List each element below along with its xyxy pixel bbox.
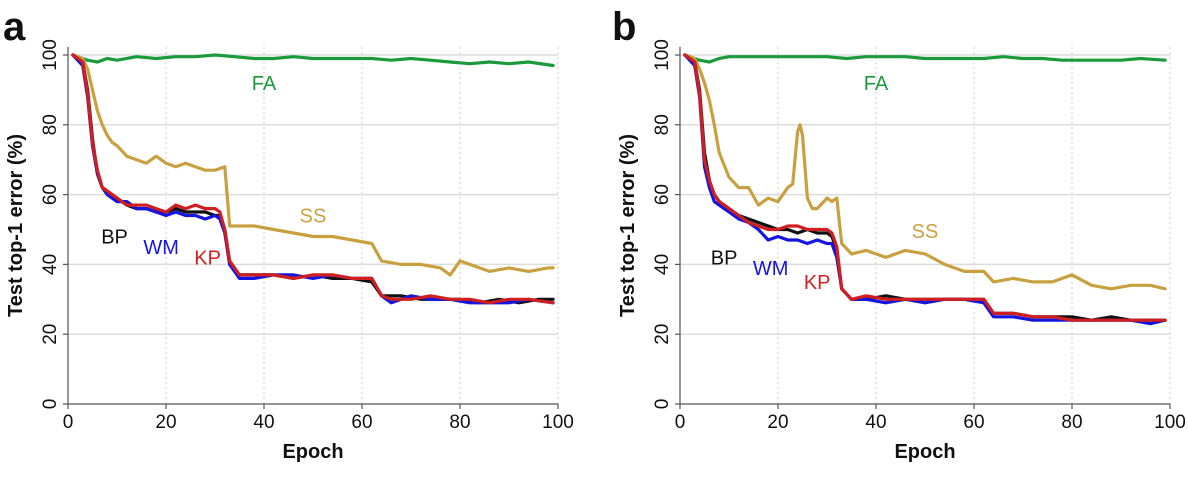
x-tick-label: 80	[1061, 412, 1082, 433]
series-label-kp: KP	[194, 247, 221, 269]
y-tick-label: 0	[652, 399, 673, 410]
y-tick-label: 60	[652, 184, 673, 205]
series-line-bp	[71, 53, 555, 305]
series-line-kp	[71, 53, 555, 305]
x-axis-title: Epoch	[894, 441, 955, 463]
series-label-ss: SS	[912, 221, 939, 243]
x-tick-label: 60	[963, 412, 984, 433]
series-line-ss	[683, 53, 1167, 291]
series-line-fa	[683, 53, 1167, 64]
y-tick-label: 100	[652, 39, 673, 71]
y-tick-label: 20	[40, 324, 61, 345]
y-axis-title: Test top-1 error (%)	[5, 134, 27, 317]
y-tick-label: 40	[40, 254, 61, 275]
series-label-fa: FA	[864, 73, 889, 95]
series-label-wm: WM	[143, 237, 179, 259]
series-label-bp: BP	[711, 247, 738, 269]
x-tick-label: 40	[253, 412, 274, 433]
series-line-ss	[71, 53, 555, 277]
y-tick-label: 20	[652, 324, 673, 345]
x-tick-label: 100	[542, 412, 574, 433]
series-line-wm	[71, 53, 555, 305]
series-line-bp	[683, 53, 1167, 322]
series-label-wm: WM	[753, 258, 789, 280]
x-tick-label: 100	[1154, 412, 1186, 433]
series-line-fa	[71, 53, 555, 68]
panel-letter: a	[3, 5, 26, 49]
x-tick-label: 20	[767, 412, 788, 433]
x-tick-label: 20	[155, 412, 176, 433]
x-axis-title: Epoch	[282, 441, 343, 463]
series-label-bp: BP	[101, 226, 128, 248]
x-tick-label: 0	[675, 412, 686, 433]
x-tick-label: 60	[351, 412, 372, 433]
y-tick-label: 80	[40, 114, 61, 135]
x-tick-label: 40	[865, 412, 886, 433]
series-label-kp: KP	[804, 272, 831, 294]
x-tick-label: 80	[449, 412, 470, 433]
x-tick-label: 0	[63, 412, 74, 433]
y-tick-label: 60	[40, 184, 61, 205]
series-label-fa: FA	[252, 73, 277, 95]
series-line-kp	[683, 53, 1167, 322]
series-line-wm	[683, 53, 1167, 326]
chart-panel-a: 0 20 40 60 80 100 0 20 40 60 80 100 Epoch Test top-1 …	[3, 5, 574, 463]
y-tick-label: 40	[652, 254, 673, 275]
y-tick-label: 100	[40, 39, 61, 71]
y-axis-title: Test top-1 error (%)	[617, 134, 639, 317]
panel-letter: b	[612, 5, 636, 49]
y-tick-label: 0	[40, 399, 61, 410]
chart-panel-b: 0 20 40 60 80 100 0 20 40 60 80 100 Epoch Test top-1 …	[612, 5, 1186, 463]
y-tick-label: 80	[652, 114, 673, 135]
series-label-ss: SS	[300, 206, 327, 228]
